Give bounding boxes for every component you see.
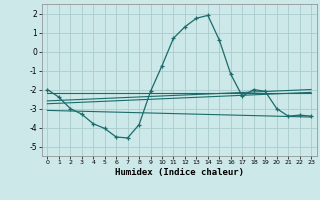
X-axis label: Humidex (Indice chaleur): Humidex (Indice chaleur) bbox=[115, 168, 244, 177]
